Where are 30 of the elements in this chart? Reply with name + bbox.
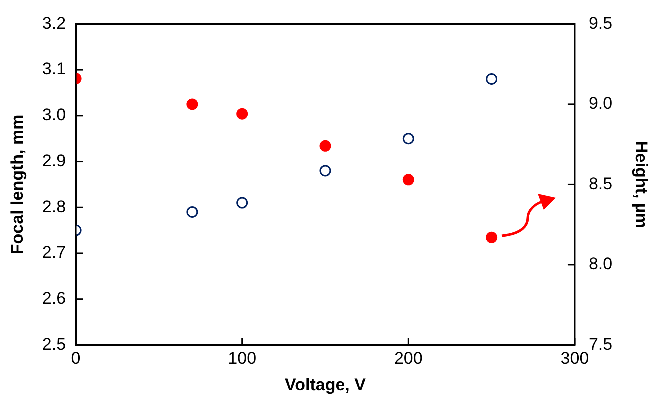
x-tick-label: 0 <box>71 349 81 368</box>
y-tick-label: 3.0 <box>42 106 66 125</box>
y2-tick-label: 7.5 <box>588 334 613 354</box>
y-tick-label: 2.8 <box>42 197 66 216</box>
point <box>320 165 332 177</box>
point <box>320 140 332 152</box>
point <box>186 206 198 218</box>
y2-axis-title: Height, µm <box>632 141 652 228</box>
y-tick-label: 3.2 <box>42 14 66 33</box>
y-axis-title: Focal length, mm <box>8 114 27 255</box>
y-tick-label: 2.5 <box>42 334 66 354</box>
point <box>486 232 498 244</box>
y2-tick-label: 9.5 <box>588 14 613 33</box>
point <box>236 197 248 209</box>
x-tick-label: 200 <box>394 349 423 368</box>
y2-tick-label: 8.5 <box>588 174 613 194</box>
x-tick-label: 100 <box>228 349 257 368</box>
y-tick-label: 2.9 <box>42 151 66 170</box>
x-tick-label: 300 <box>560 349 590 368</box>
x-axis-title: Voltage, V <box>285 375 367 394</box>
point <box>186 98 198 110</box>
y-tick-label: 2.7 <box>42 243 66 262</box>
point <box>402 133 414 145</box>
point <box>486 73 498 85</box>
y2-tick-label: 8.0 <box>588 254 613 274</box>
y-tick-label: 3.1 <box>42 60 66 79</box>
y-tick-label: 2.6 <box>42 289 66 308</box>
y2-tick-label: 9.0 <box>588 94 613 114</box>
point <box>236 108 248 120</box>
point <box>402 174 414 186</box>
